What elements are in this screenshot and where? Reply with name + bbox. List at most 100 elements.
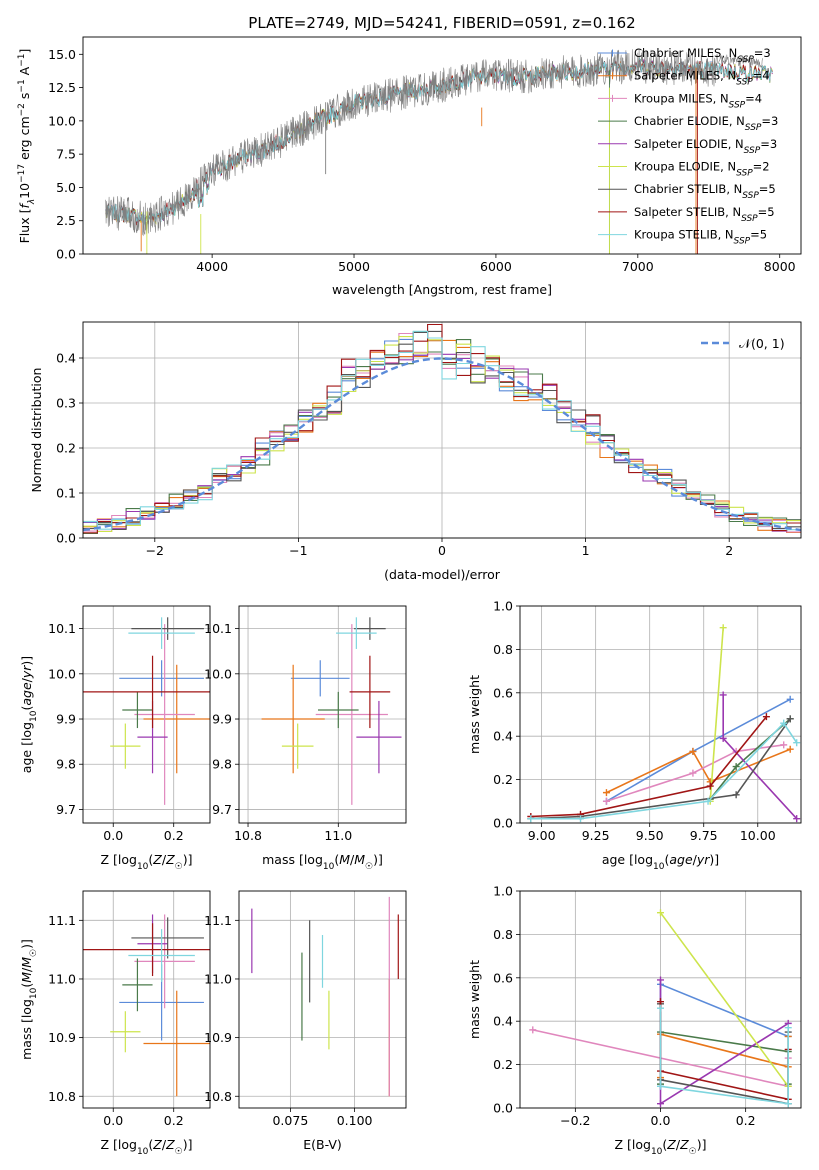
weight_vs_Z-line-kroupa-stelib: [659, 1008, 789, 1105]
spectrum-legend-label-chabrier-elodie-part: SSP: [745, 123, 762, 133]
spectrum-xtick-label-1: 5000: [338, 259, 370, 274]
weight_vs_Z-xlabel-part: Z: [666, 1137, 676, 1152]
age_vs_mass-ytick-label-3: 10.0: [204, 666, 232, 681]
spectrum-legend-label-salpeter-elodie-part: Salpeter ELODIE, N: [634, 137, 744, 151]
age_vs_Z-xlabel-part: Z: [152, 852, 162, 867]
age_vs_Z-ylabel-part: 10: [29, 710, 39, 722]
spectrum-ytick-label-0: 0.0: [56, 247, 76, 262]
weight_vs_age-ytick-label-5: 1.0: [493, 599, 513, 614]
weight_vs_age-ylabel: mass weight: [467, 675, 482, 754]
spectrum-ylabel-part: f: [17, 203, 32, 209]
weight_vs_Z-xtick-label-2: 0.2: [736, 1113, 756, 1128]
spectrum-legend-label-kroupa-miles: Kroupa MILES, NSSP=4: [634, 91, 762, 110]
age_vs_Z-ytick-label-4: 10.1: [48, 621, 76, 636]
weight_vs_age-marker-kroupa-elodie-1: [719, 624, 727, 632]
spectrum-xtick-label-2: 6000: [480, 259, 512, 274]
mass_vs_EBV-ytick-label-2: 11.0: [204, 971, 232, 986]
age_vs_mass-xlabel-part: M: [339, 852, 350, 867]
weight_vs_Z-ytick-label-5: 1.0: [493, 884, 513, 899]
weight_vs_age-marker-kroupa-miles-1: [689, 769, 697, 777]
weight_vs_age-xlabel-part: 10: [653, 862, 665, 872]
weight_vs_Z-xlabel: Z [log10(Z/Z☉)]: [614, 1137, 706, 1157]
weight_vs_age-xtick-label-3: 9.75: [690, 828, 718, 843]
residuals-ytick-label-1: 0.1: [56, 486, 76, 501]
weight_vs_Z-ytick-label-4: 0.8: [493, 927, 513, 942]
mass_vs_Z-ylabel-part: M: [19, 957, 34, 968]
age_vs_Z-ylabel-part: /: [19, 677, 34, 682]
weight_vs_age-frame: [519, 605, 802, 824]
mass_vs_Z-ytick-label-2: 11.0: [48, 971, 76, 986]
weight_vs_Z-marker-kroupa-elodie-0: [657, 909, 664, 917]
age_vs_Z-ytick-label-0: 9.7: [56, 802, 76, 817]
age_vs_mass-xlabel-part: mass [log: [262, 852, 323, 867]
age_vs_mass-xlabel-part: )]: [373, 852, 383, 867]
spectrum-ylabel-part: A: [17, 66, 32, 79]
residuals-xtick-label-4: 2: [725, 543, 733, 558]
age_vs_Z-ylabel-part: age: [19, 682, 34, 706]
weight_vs_Z-xlabel-part: 10: [651, 1147, 663, 1157]
age_vs_mass-frame: [238, 605, 407, 824]
spectrum-legend-label-chabrier-miles-part: =3: [754, 46, 771, 60]
spectrum-ylabel-part: λ: [27, 199, 37, 205]
mass_vs_EBV-frame: [238, 890, 407, 1109]
spectrum-legend-label-chabrier-stelib-part: Chabrier STELIB, N: [634, 182, 742, 196]
weight_vs_Z-xlabel-part: (: [662, 1137, 667, 1152]
weight_vs_Z-ylabel: mass weight: [467, 960, 482, 1039]
mass_vs_Z-xlabel-part: Z: [165, 1137, 175, 1152]
spectrum-legend-label-chabrier-stelib-part: =5: [759, 182, 776, 196]
age_vs_Z-xlabel-part: /: [162, 852, 167, 867]
mass_vs_EBV-ytick-label-0: 10.8: [204, 1089, 232, 1104]
residuals-hist-kroupa-stelib: [83, 330, 801, 531]
weight_vs_age-xlabel-part: (: [664, 852, 669, 867]
weight_vs_age-marker-kroupa-stelib-4: [793, 739, 801, 747]
spectrum-legend-label-salpeter-miles: Salpeter MILES, NSSP=4: [634, 69, 770, 88]
weight_vs_age-ytick-label-3: 0.6: [493, 685, 513, 700]
mass_vs_EBV-ytick-label-1: 10.9: [204, 1030, 232, 1045]
age_vs_mass-xlabel-part: ☉: [365, 862, 373, 872]
spectrum-legend-label-salpeter-elodie: Salpeter ELODIE, NSSP=3: [634, 137, 777, 156]
weight_vs_Z-marker-salpeter-elodie-0: [657, 976, 664, 984]
weight_vs_Z-xlabel-part: )]: [697, 1137, 707, 1152]
weight_vs_age-line-chabrier-stelib: [530, 718, 791, 820]
weight_vs_age-marker-salpeter-stelib-3: [762, 713, 770, 721]
residuals-normal-curve: [83, 357, 801, 532]
spectrum-legend-label-kroupa-elodie-part: =2: [753, 160, 770, 174]
spectrum-xtick-label-0: 4000: [196, 259, 228, 274]
mass_vs_Z-ylabel-part: M: [19, 972, 34, 983]
age_vs_Z-ytick-label-2: 9.9: [56, 712, 76, 727]
spectrum-legend-label-kroupa-miles-part: Kroupa MILES, N: [634, 91, 729, 105]
spectrum-legend-label-salpeter-stelib: Salpeter STELIB, NSSP=5: [634, 205, 775, 224]
weight_vs_age-marker-salpeter-stelib-2: [706, 782, 714, 790]
mass_vs_Z-ylabel-part: /: [19, 967, 34, 972]
residuals-ytick-label-2: 0.2: [56, 441, 76, 456]
spectrum-legend-label-salpeter-elodie-part: SSP: [744, 146, 761, 156]
weight_vs_age-xlabel-part: age [log: [602, 852, 653, 867]
spectrum-ylabel-part: Flux [: [17, 209, 32, 244]
weight_vs_age-xlabel-part: age: [669, 852, 693, 867]
residuals-ytick-label-0: 0.0: [56, 531, 76, 546]
age_vs_Z-xlabel-part: Z [log: [100, 852, 136, 867]
mass_vs_Z-frame: [82, 890, 211, 1109]
weight_vs_age-ytick-label-0: 0.0: [493, 816, 513, 831]
weight_vs_age-marker-kroupa-miles-0: [602, 797, 610, 805]
spectrum-legend-label-salpeter-elodie-part: =3: [760, 137, 777, 151]
weight_vs_age-marker-kroupa-miles-3: [780, 741, 788, 749]
weight_vs_age-ytick-label-4: 0.8: [493, 642, 513, 657]
spectrum-legend-label-kroupa-elodie-part: SSP: [736, 169, 753, 179]
spectrum-ytick-label-2: 5.0: [56, 180, 76, 195]
age_vs_mass-ytick-label-4: 10.1: [204, 621, 232, 636]
age_vs_mass-xlabel-part: (: [334, 852, 339, 867]
age_vs_Z-xtick-label-1: 0.2: [164, 828, 184, 843]
residuals-ylabel: Normed distribution: [29, 368, 44, 493]
spectrum-legend-label-kroupa-miles-part: SSP: [729, 100, 746, 110]
spectrum-xlabel: wavelength [Angstrom, rest frame]: [332, 282, 552, 297]
weight_vs_Z-marker-kroupa-stelib-3: [784, 1024, 792, 1032]
residuals-ytick-label-4: 0.4: [56, 351, 76, 366]
age_vs_Z-xlabel-part: ☉: [175, 862, 183, 872]
spectrum-legend-label-salpeter-stelib-part: =5: [758, 205, 775, 219]
mass_vs_Z-ylabel-part: 10: [29, 987, 39, 999]
age_vs_Z-ytick-label-3: 10.0: [48, 666, 76, 681]
weight_vs_age-marker-salpeter-miles-3: [786, 745, 794, 753]
spectrum-legend-label-chabrier-miles: Chabrier MILES, NSSP=3: [634, 46, 771, 65]
